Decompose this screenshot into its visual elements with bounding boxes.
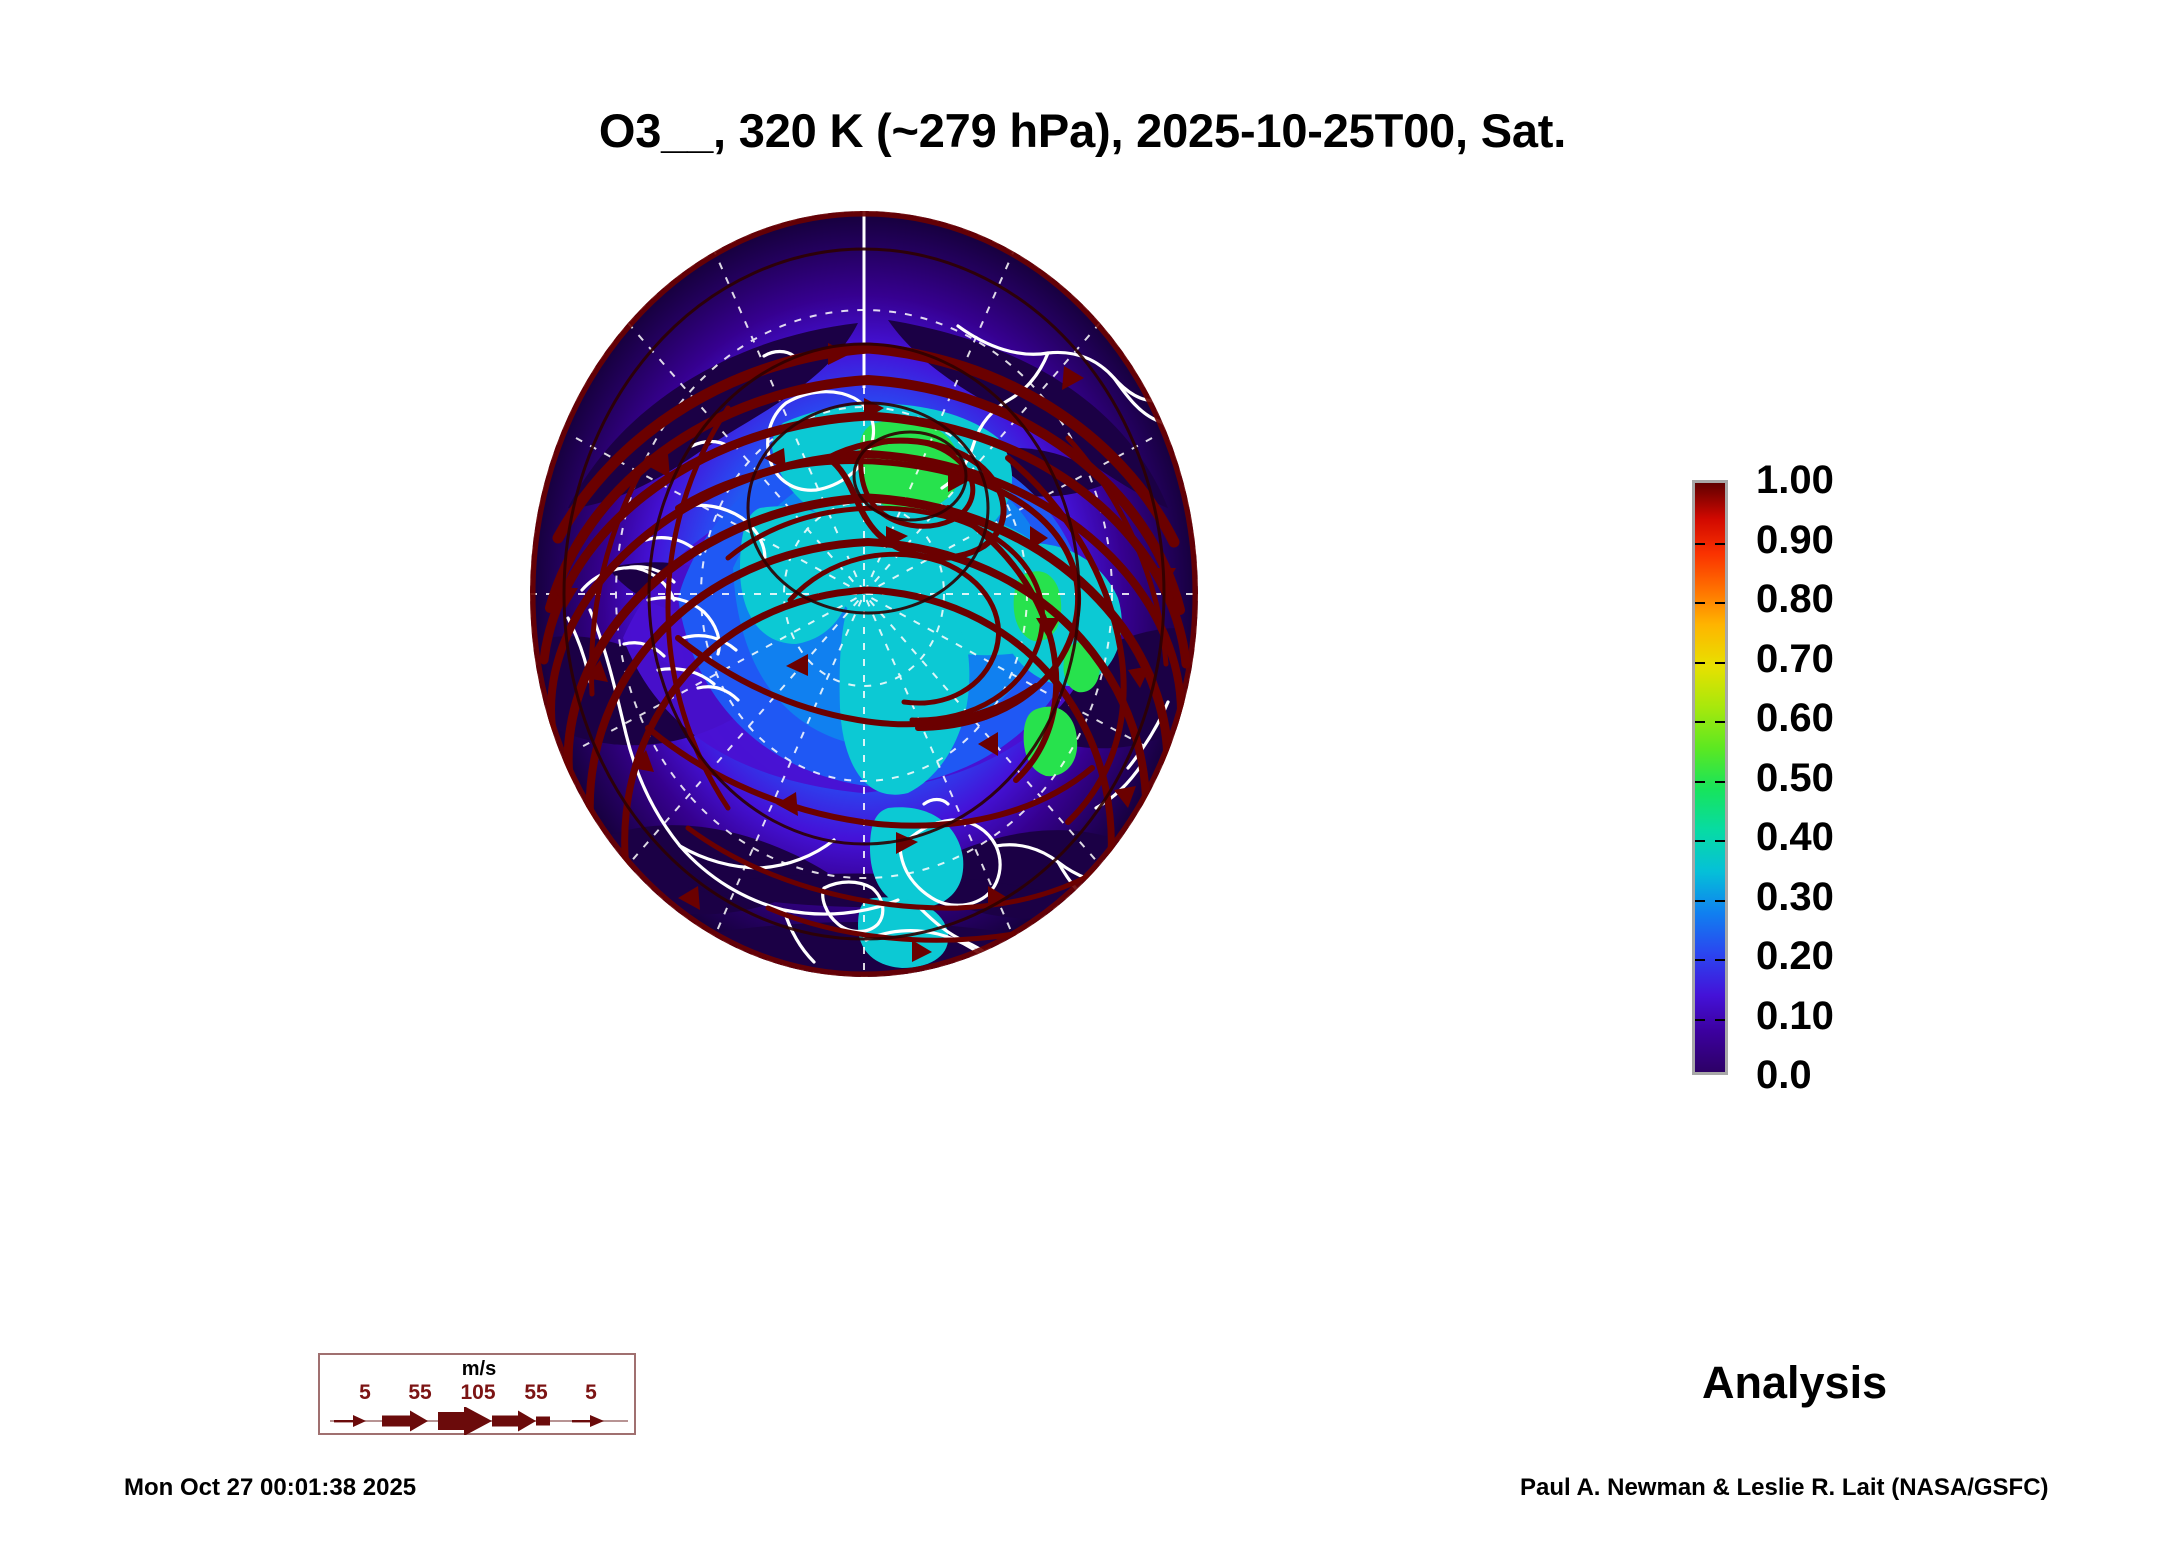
colorbar-tick [1715,840,1725,842]
colorbar-gradient[interactable] [1692,480,1728,1075]
colorbar-tick [1695,542,1705,545]
generation-timestamp: Mon Oct 27 00:01:38 2025 [124,1474,417,1501]
colorbar-tick [1715,959,1725,961]
colorbar-label: 0.0 [1756,1053,1812,1097]
colorbar[interactable] [1692,480,1728,1075]
polar-map-panel [528,208,1200,980]
colorbar-tick-labels: 1.00 0.90 0.80 0.70 0.60 0.50 0.40 0.30 … [1756,460,1956,1095]
colorbar-tick [1715,542,1725,545]
author-credit: Paul A. Newman & Leslie R. Lait (NASA/GS… [1520,1474,2049,1501]
streamline-arrowheads [554,343,1176,962]
page-title: O3__, 320 K (~279 hPa), 2025-10-25T00, S… [598,104,1567,157]
colorbar-label: 0.40 [1756,815,1834,859]
colorbar-label: 0.80 [1756,577,1834,621]
colorbar-tick [1715,721,1725,723]
colorbar-tick [1695,959,1705,961]
colorbar-tick [1715,1018,1725,1021]
wind-value: 5 [585,1381,597,1404]
colorbar-tick [1695,661,1705,664]
colorbar-label: 0.60 [1756,696,1834,740]
colorbar-label: 0.30 [1756,874,1834,919]
wind-unit-label: m/s [461,1358,497,1380]
colorbar-tick [1695,840,1705,842]
colorbar-tick [1715,602,1725,604]
wind-arrow-scale [330,1407,628,1435]
colorbar-label: 0.70 [1756,636,1834,681]
colorbar-tick [1695,1018,1705,1021]
map-field [530,211,1198,977]
colorbar-tick [1695,602,1705,604]
colorbar-tick [1715,899,1725,902]
wind-scale-legend: m/s 5 55 105 55 5 [318,1353,636,1435]
wind-value: 55 [408,1381,432,1404]
colorbar-tick [1695,721,1705,723]
wind-value: 5 [359,1381,371,1404]
analysis-label: Analysis [1702,1357,1888,1408]
colorbar-tick [1695,780,1705,783]
colorbar-tick [1715,780,1725,783]
colorbar-label: 1.00 [1756,458,1834,502]
globe-edge-ring [530,211,1198,977]
colorbar-label: 0.20 [1756,934,1834,978]
polar-map [530,211,1198,977]
wind-value-labels: 5 55 105 55 5 [320,1381,638,1407]
colorbar-label: 0.50 [1756,755,1834,800]
colorbar-tick [1715,661,1725,664]
geopotential-contours [562,247,1166,941]
wind-value: 55 [524,1381,548,1404]
wind-arrow-glyphs [334,1407,604,1435]
wind-value: 105 [460,1381,496,1404]
colorbar-tick [1695,899,1705,902]
colorbar-label: 0.10 [1756,993,1834,1038]
colorbar-label: 0.90 [1756,517,1834,562]
